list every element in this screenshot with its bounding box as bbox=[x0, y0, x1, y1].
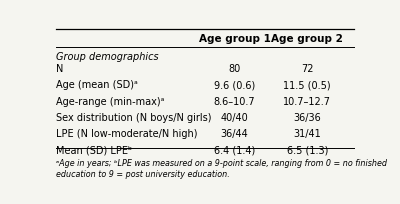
Text: 80: 80 bbox=[228, 64, 240, 74]
Text: Age-range (min-max)ᵃ: Age-range (min-max)ᵃ bbox=[56, 97, 164, 107]
Text: 10.7–12.7: 10.7–12.7 bbox=[283, 97, 331, 107]
Text: 8.6–10.7: 8.6–10.7 bbox=[214, 97, 255, 107]
Text: Sex distribution (N boys/N girls): Sex distribution (N boys/N girls) bbox=[56, 113, 212, 123]
Text: Age (mean (SD)ᵃ: Age (mean (SD)ᵃ bbox=[56, 80, 138, 90]
Text: 36/44: 36/44 bbox=[220, 129, 248, 139]
Text: 31/41: 31/41 bbox=[294, 129, 321, 139]
Text: LPE (N low-moderate/N high): LPE (N low-moderate/N high) bbox=[56, 129, 198, 139]
Text: Group demographics: Group demographics bbox=[56, 52, 159, 62]
Text: 11.5 (0.5): 11.5 (0.5) bbox=[284, 80, 331, 90]
Text: ᵃAge in years; ᵇLPE was measured on a 9-point scale, ranging from 0 = no finishe: ᵃAge in years; ᵇLPE was measured on a 9-… bbox=[56, 159, 387, 168]
Text: Mean (SD) LPEᵇ: Mean (SD) LPEᵇ bbox=[56, 145, 132, 155]
Text: 6.5 (1.3): 6.5 (1.3) bbox=[287, 145, 328, 155]
Text: 9.6 (0.6): 9.6 (0.6) bbox=[214, 80, 255, 90]
Text: 36/36: 36/36 bbox=[294, 113, 321, 123]
Text: Age group 2: Age group 2 bbox=[271, 34, 343, 44]
Text: 72: 72 bbox=[301, 64, 314, 74]
Text: Age group 1: Age group 1 bbox=[198, 34, 270, 44]
Text: 6.4 (1.4): 6.4 (1.4) bbox=[214, 145, 255, 155]
Text: 40/40: 40/40 bbox=[220, 113, 248, 123]
Text: education to 9 = post university education.: education to 9 = post university educati… bbox=[56, 170, 230, 179]
Text: N: N bbox=[56, 64, 64, 74]
